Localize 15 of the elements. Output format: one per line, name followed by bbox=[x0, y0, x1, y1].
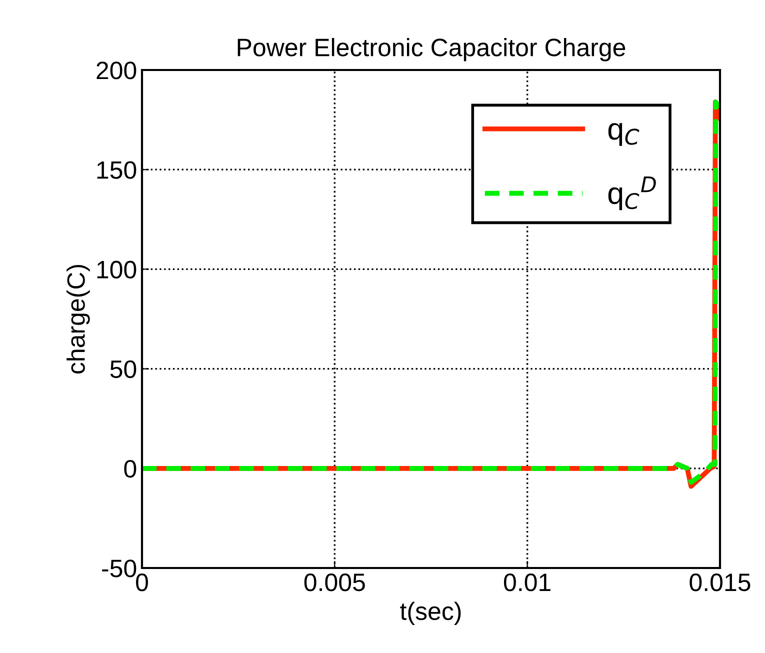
y-tick-label: 100 bbox=[97, 260, 136, 279]
y-axis-title: charge(C) bbox=[66, 264, 90, 374]
y-tick-label: 50 bbox=[110, 360, 136, 378]
chart-title: Power Electronic Capacitor Charge bbox=[238, 38, 626, 62]
x-tick-label: 0.015 bbox=[690, 574, 750, 592]
y-tick-label: 150 bbox=[97, 161, 136, 179]
x-axis-title: t(sec) bbox=[400, 602, 461, 626]
x-tick-label: 0.01 bbox=[504, 574, 550, 592]
y-tick-label: 0 bbox=[124, 460, 136, 478]
x-tick-label: 0 bbox=[136, 574, 148, 592]
legend-label: q$_{C}$ bbox=[608, 123, 640, 146]
legend-label: q$_{C}$$^{D}$ bbox=[608, 176, 656, 210]
x-tick-label: 0.005 bbox=[304, 574, 365, 592]
y-tick-label: -50 bbox=[102, 560, 136, 578]
y-tick-label: 200 bbox=[96, 62, 136, 80]
